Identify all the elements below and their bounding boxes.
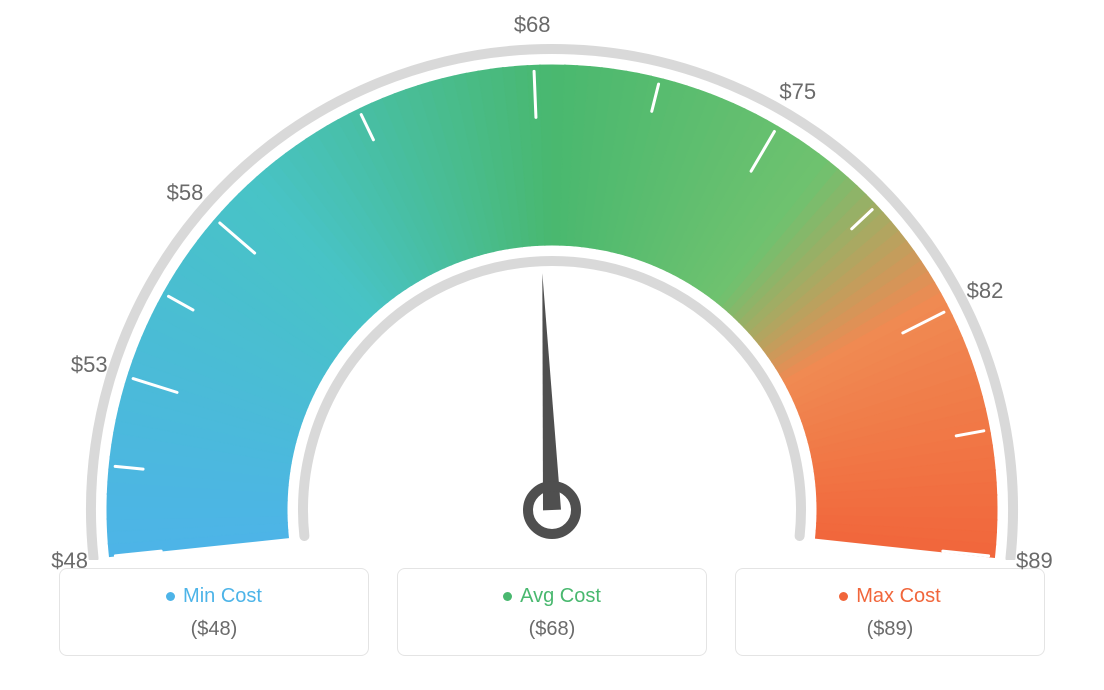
gauge-tick-label: $75 xyxy=(779,79,816,105)
legend-dot-icon xyxy=(503,592,512,601)
legend-title-text: Min Cost xyxy=(183,585,262,608)
legend-card: Min Cost ($48) xyxy=(59,568,369,656)
legend-title-text: Max Cost xyxy=(856,585,940,608)
legend-value: ($89) xyxy=(736,618,1044,641)
legend-card: Max Cost ($89) xyxy=(735,568,1045,656)
legend-title: Avg Cost xyxy=(503,585,601,608)
legend-dot-icon xyxy=(166,592,175,601)
gauge-needle xyxy=(542,273,561,510)
legend-value: ($48) xyxy=(60,618,368,641)
gauge-tick-label: $68 xyxy=(514,12,551,38)
gauge-svg xyxy=(0,0,1104,560)
legend-title: Max Cost xyxy=(839,585,940,608)
legend-value: ($68) xyxy=(398,618,706,641)
gauge-tick-label: $48 xyxy=(51,548,88,574)
legend-title: Min Cost xyxy=(166,585,262,608)
legend-row: Min Cost ($48) Avg Cost ($68) Max Cost ($89) xyxy=(0,568,1104,656)
gauge-tick-label: $53 xyxy=(71,352,108,378)
gauge-tick-label: $89 xyxy=(1016,548,1053,574)
legend-dot-icon xyxy=(839,592,848,601)
gauge-chart: $48$53$58$68$75$82$89 xyxy=(0,0,1104,560)
legend-title-text: Avg Cost xyxy=(520,585,601,608)
legend-card: Avg Cost ($68) xyxy=(397,568,707,656)
gauge-tick-label: $58 xyxy=(167,180,204,206)
gauge-tick-label: $82 xyxy=(967,278,1004,304)
